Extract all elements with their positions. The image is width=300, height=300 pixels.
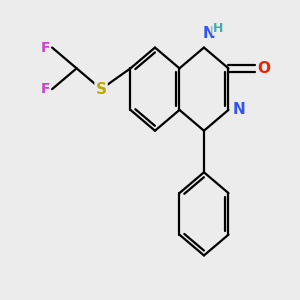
Text: S: S: [96, 82, 106, 97]
Text: N: N: [233, 102, 246, 117]
Text: O: O: [258, 61, 271, 76]
Text: F: F: [40, 82, 50, 96]
Text: F: F: [40, 40, 50, 55]
Text: H: H: [213, 22, 224, 35]
Text: N: N: [202, 26, 215, 40]
